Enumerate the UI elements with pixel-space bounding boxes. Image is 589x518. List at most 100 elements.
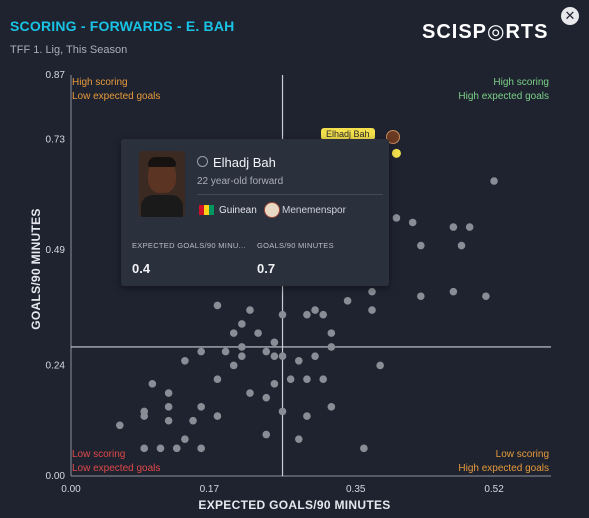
data-point <box>262 393 271 402</box>
data-point <box>164 389 173 397</box>
data-point <box>376 361 384 370</box>
data-point <box>482 292 490 301</box>
data-point <box>181 435 189 443</box>
data-point <box>116 421 124 430</box>
tooltip-divider <box>197 194 383 195</box>
data-point <box>360 444 368 453</box>
stat-xg-label: EXPECTED GOALS/90 MINU... <box>132 241 246 250</box>
quadrant-top-left-line1: High scoring <box>72 77 128 88</box>
quadrant-bottom-left-line2: Low expected goals <box>72 463 160 474</box>
highlight-player-label[interactable]: Elhadj Bah <box>321 128 375 140</box>
x-axis-title: EXPECTED GOALS/90 MINUTES <box>198 498 391 512</box>
data-point <box>140 444 149 453</box>
data-point <box>327 403 336 411</box>
data-point <box>262 430 271 439</box>
data-point <box>246 389 254 397</box>
data-point <box>294 356 303 365</box>
data-point <box>270 380 279 388</box>
data-point <box>197 444 205 453</box>
data-point <box>368 287 376 296</box>
close-button[interactable]: ✕ <box>561 7 579 25</box>
data-point <box>278 310 287 319</box>
stat-goals-value: 0.7 <box>257 261 276 276</box>
y-tick-label: 0.24 <box>46 360 66 371</box>
data-point <box>238 343 246 351</box>
y-tick-label: 0.00 <box>46 471 66 482</box>
guinea-flag-icon <box>199 205 214 215</box>
data-point <box>311 306 319 314</box>
data-point <box>246 306 254 314</box>
quadrant-top-right-line1: High scoring <box>493 77 549 88</box>
data-point <box>457 241 466 250</box>
data-point <box>270 338 279 347</box>
quadrant-bottom-left-line1: Low scoring <box>72 449 125 460</box>
data-point <box>319 375 328 384</box>
data-point <box>449 223 458 231</box>
data-point <box>303 375 311 384</box>
player-name-text: Elhadj Bah <box>213 155 276 170</box>
data-point <box>294 435 303 443</box>
chart-title: SCORING - FORWARDS - E. BAH <box>10 18 235 34</box>
data-point <box>197 403 205 411</box>
quadrant-top-left-line2: Low expected goals <box>72 91 160 102</box>
quadrant-bottom-right-line2: High expected goals <box>458 463 549 474</box>
x-tick-label: 0.00 <box>61 484 81 495</box>
y-tick-label: 0.73 <box>46 135 66 146</box>
data-point <box>270 352 279 360</box>
data-point <box>319 310 328 319</box>
x-tick-label: 0.52 <box>484 484 504 495</box>
data-point <box>238 320 246 328</box>
data-point <box>465 223 474 231</box>
y-tick-label: 0.87 <box>46 70 66 81</box>
stat-goals-label: GOALS/90 MINUTES <box>257 241 334 250</box>
data-point <box>213 375 222 384</box>
data-point <box>172 444 181 453</box>
data-point <box>343 297 352 305</box>
y-axis-title: GOALS/90 MINUTES <box>29 208 43 330</box>
data-point <box>181 356 189 365</box>
scisports-logo: SCISP◎RTS <box>422 21 549 43</box>
data-point <box>156 444 165 453</box>
stat-xg-value: 0.4 <box>132 261 151 276</box>
y-tick-label: 0.49 <box>46 245 66 256</box>
data-point <box>303 310 311 319</box>
data-point <box>278 407 287 416</box>
data-point <box>213 301 222 310</box>
data-point <box>164 403 173 411</box>
data-point <box>417 292 425 301</box>
data-point <box>392 214 401 222</box>
player-club: Menemenspor <box>282 205 346 216</box>
player-name: Elhadj Bah <box>197 155 276 170</box>
quadrant-top-right-line2: High expected goals <box>458 91 549 102</box>
data-point <box>327 343 336 351</box>
data-point <box>229 361 238 370</box>
data-point <box>490 177 498 185</box>
data-point <box>286 375 295 384</box>
data-point <box>254 329 262 337</box>
player-description: 22 year-old forward <box>197 176 284 187</box>
data-point <box>449 287 458 296</box>
x-tick-label: 0.17 <box>200 484 220 495</box>
data-point <box>197 347 205 356</box>
highlight-player-avatar[interactable] <box>386 130 400 144</box>
data-point <box>140 412 149 420</box>
player-photo <box>139 151 185 217</box>
player-nationality: Guinean <box>219 205 257 216</box>
data-point <box>238 352 246 360</box>
data-point <box>417 241 425 250</box>
data-point <box>229 329 238 337</box>
data-point <box>221 347 230 356</box>
highlight-point <box>391 148 401 158</box>
data-point <box>368 306 376 314</box>
data-point <box>213 412 222 420</box>
data-point <box>262 347 271 356</box>
data-point <box>278 352 287 360</box>
data-point <box>148 380 157 388</box>
data-point <box>408 218 417 227</box>
data-point <box>189 416 197 425</box>
club-crest-icon <box>264 202 280 218</box>
chart-subtitle: TFF 1. Lig, This Season <box>10 44 128 56</box>
player-tooltip: Elhadj Bah 22 year-old forward Guinean M… <box>121 139 389 286</box>
person-icon <box>197 156 208 167</box>
data-point <box>327 329 336 337</box>
